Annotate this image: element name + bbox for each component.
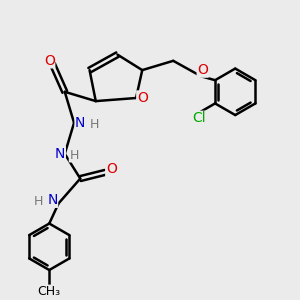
Text: O: O [197,63,208,77]
Text: H: H [69,149,79,162]
Text: N: N [75,116,86,130]
Text: CH₃: CH₃ [38,285,61,298]
Text: O: O [106,162,117,176]
Text: O: O [44,54,55,68]
Text: Cl: Cl [192,111,206,125]
Text: N: N [55,147,65,161]
Text: H: H [34,195,43,208]
Text: O: O [137,91,148,105]
Text: H: H [89,118,99,131]
Text: N: N [47,193,58,207]
